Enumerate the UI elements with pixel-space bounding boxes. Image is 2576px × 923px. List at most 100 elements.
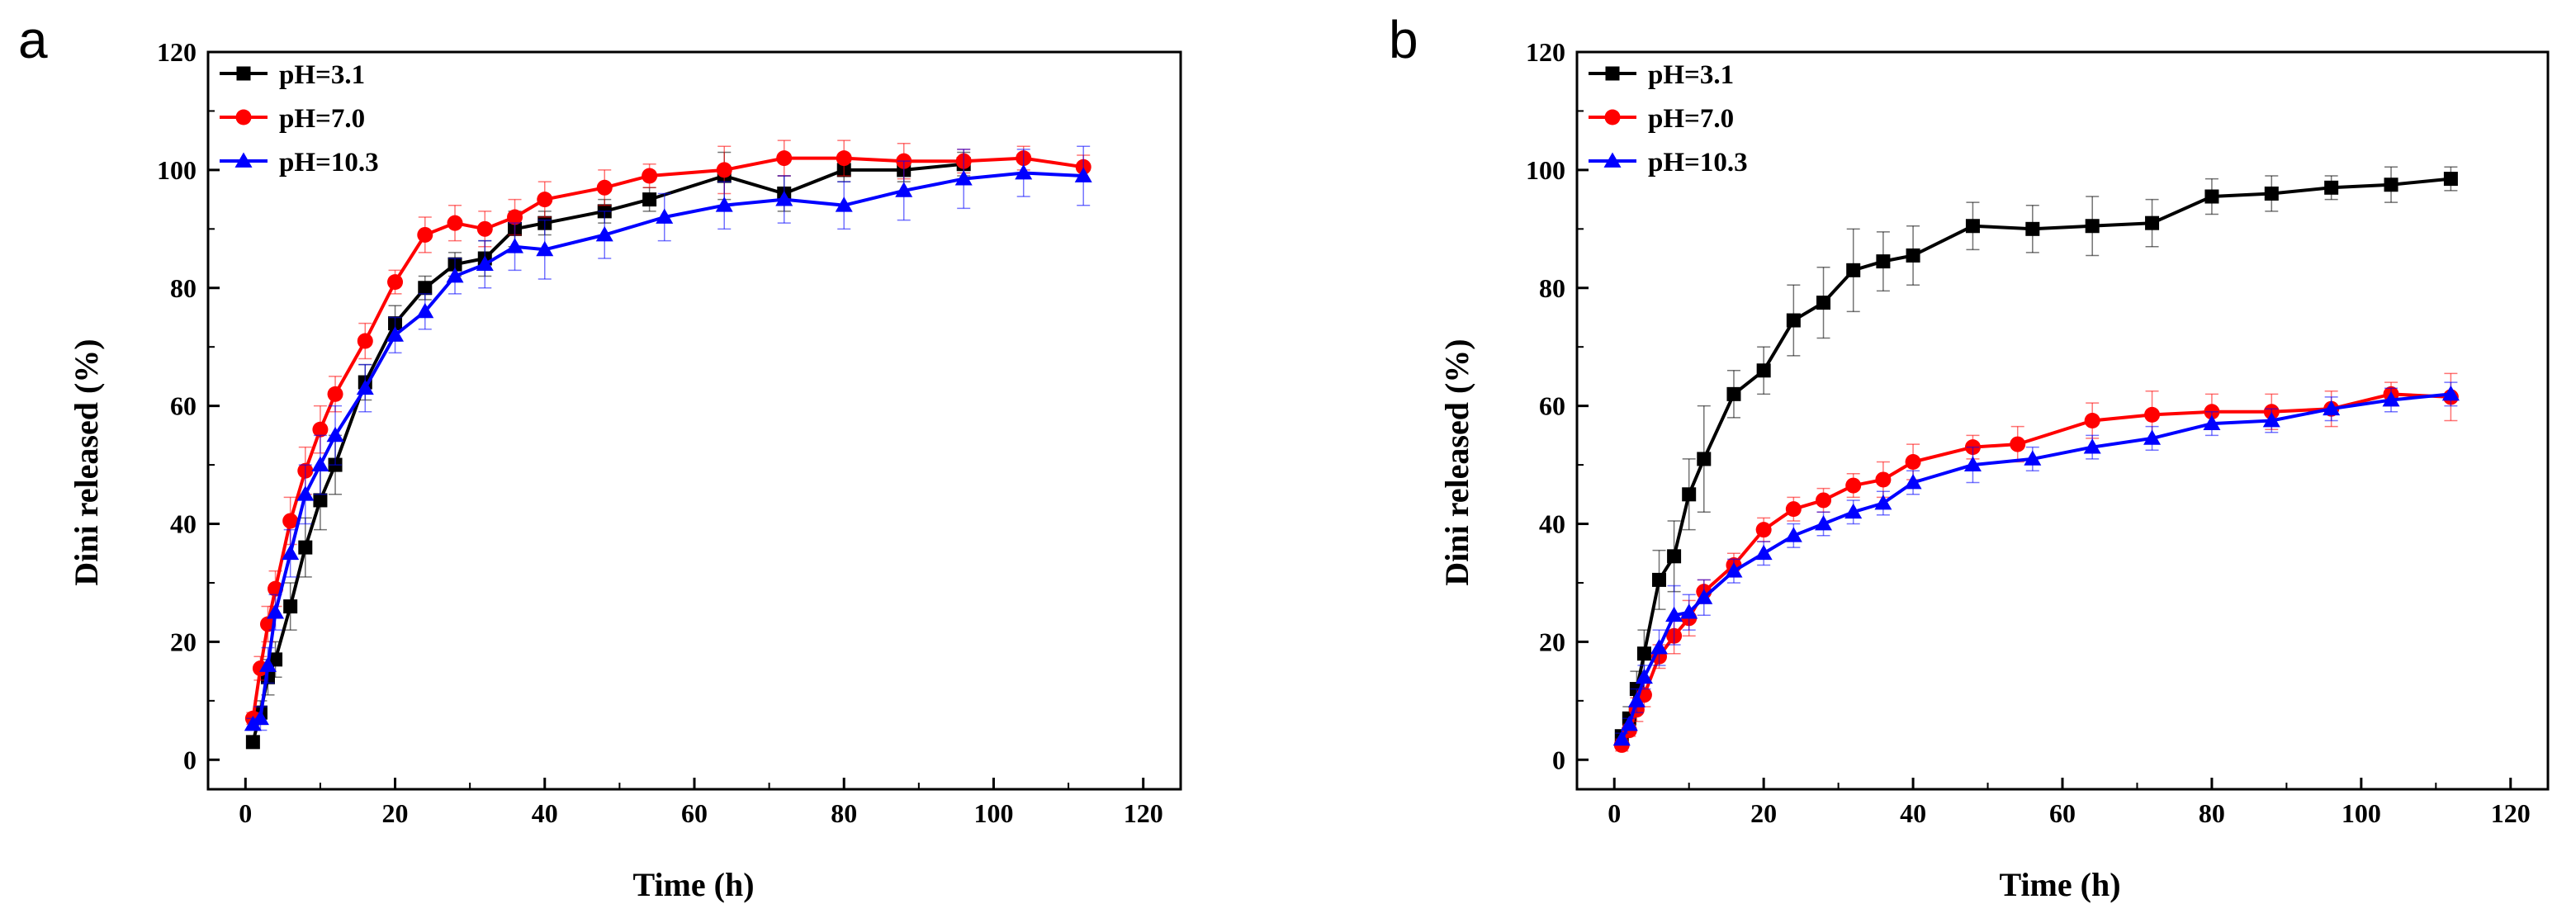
legend-label: pH=3.1: [1648, 60, 1734, 90]
data-point: [1695, 589, 1713, 604]
data-point: [2025, 221, 2040, 236]
data-point: [1906, 248, 1920, 263]
panel-label-b: b: [1389, 10, 1418, 69]
data-point: [1784, 527, 1802, 542]
series-line: [1620, 392, 2451, 741]
data-point: [2384, 178, 2398, 192]
data-point: [2262, 412, 2280, 428]
data-point: [642, 168, 658, 184]
y-tick-label: 40: [1539, 509, 1565, 539]
legend-item: pH=10.3: [1589, 148, 1748, 178]
data-point: [283, 599, 298, 614]
data-point: [1786, 313, 1801, 328]
series-line: [252, 171, 1084, 726]
data-point: [656, 208, 674, 224]
y-axis-title-a: Dini released (%): [68, 338, 105, 585]
x-tick-label: 120: [2491, 798, 2531, 828]
series-a-circle: [244, 140, 1091, 727]
series-a-square: [245, 151, 971, 750]
data-point: [417, 226, 433, 243]
data-point: [1667, 549, 1682, 564]
data-point: [2024, 450, 2042, 466]
data-point: [596, 179, 613, 196]
data-point: [313, 493, 328, 508]
legend-label: pH=10.3: [279, 148, 379, 178]
data-point: [2441, 385, 2460, 401]
data-point: [507, 209, 523, 225]
data-point: [476, 255, 494, 272]
data-point: [282, 544, 300, 561]
data-point: [595, 225, 613, 242]
legend-item: pH=3.1: [1589, 60, 1734, 90]
data-point: [1876, 254, 1891, 269]
data-point: [537, 192, 553, 208]
y-tick-label: 80: [170, 273, 197, 303]
data-point: [506, 238, 524, 253]
data-point: [1725, 562, 1743, 578]
series-layer-a: [244, 140, 1092, 750]
series-b-square: [1614, 166, 2458, 744]
data-point: [311, 456, 329, 471]
x-tick-label: 0: [1608, 798, 1621, 828]
data-point: [1875, 471, 1892, 488]
y-tick-label: 0: [1552, 745, 1565, 774]
data-point: [1815, 515, 1833, 531]
y-tick-label: 120: [1526, 37, 1565, 67]
data-point: [386, 326, 405, 342]
data-point: [1612, 730, 1631, 746]
legend-swatch-marker: [1605, 66, 1620, 81]
data-point: [715, 196, 733, 212]
data-point: [1846, 263, 1861, 277]
x-tick-label: 100: [2342, 798, 2381, 828]
y-axis-title-b: Dini released (%): [1438, 338, 1475, 585]
series-line: [251, 162, 964, 743]
data-point: [1680, 604, 1698, 619]
x-tick-label: 0: [239, 798, 252, 828]
data-point: [2085, 219, 2100, 234]
legend-swatch-marker: [235, 109, 252, 125]
y-tick-label: 60: [1539, 391, 1565, 421]
legend-label: pH=10.3: [1648, 148, 1748, 178]
legend-a: pH=3.1 pH=7.0 pH=10.3: [220, 60, 379, 178]
data-point: [1785, 501, 1802, 518]
series-line: [251, 156, 1084, 719]
data-point: [268, 652, 283, 667]
data-point: [1904, 474, 1922, 490]
chart-panel-a: a Time (h) Dini released (%) 0 20 40 60 80 10…: [18, 10, 1182, 903]
legend-swatch-marker: [234, 152, 253, 168]
data-point: [387, 274, 404, 291]
data-point: [895, 182, 913, 197]
data-point: [642, 192, 657, 207]
data-point: [954, 170, 973, 186]
data-point: [2264, 186, 2279, 201]
data-point: [716, 162, 732, 178]
data-point: [326, 426, 344, 443]
data-point: [1874, 495, 1892, 510]
legend-label: pH=3.1: [279, 60, 365, 90]
data-point: [1755, 522, 1772, 538]
data-point: [775, 191, 793, 206]
x-tick-label: 80: [2199, 798, 2225, 828]
data-point: [2083, 438, 2101, 454]
data-point: [836, 150, 852, 167]
data-point: [312, 421, 329, 438]
x-tick-label: 20: [382, 798, 409, 828]
axis-ticks-a: 0 20 40 60 80 100 120 0 20 40 60 80 100 120: [157, 37, 1163, 828]
data-point: [1015, 163, 1033, 180]
series-b-triangle: [1612, 381, 2460, 746]
data-point: [251, 709, 269, 726]
legend-label: pH=7.0: [279, 104, 365, 134]
data-point: [1963, 456, 1982, 471]
data-point: [2382, 390, 2400, 407]
data-point: [327, 386, 343, 402]
data-point: [2204, 189, 2219, 204]
x-axis-title-b: Time (h): [1999, 866, 2120, 903]
y-tick-label: 60: [170, 391, 197, 421]
data-point: [1650, 639, 1669, 655]
data-point: [536, 240, 554, 257]
data-point: [1844, 503, 1863, 519]
data-point: [416, 302, 434, 319]
data-point: [1697, 452, 1712, 466]
y-tick-label: 100: [157, 155, 197, 185]
